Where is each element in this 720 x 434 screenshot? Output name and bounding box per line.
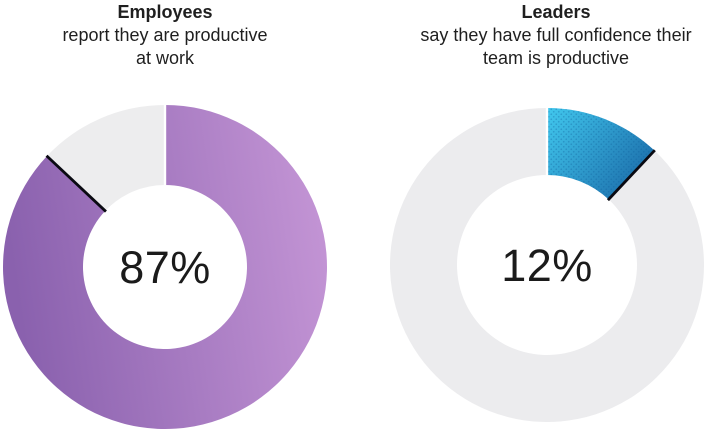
employees-chart-title: Employees report they are productive at … <box>5 1 325 70</box>
leaders-title: Leaders <box>521 2 591 22</box>
donut-separator-line <box>45 154 107 213</box>
leaders-chart-title: Leaders say they have full confidence th… <box>396 1 716 70</box>
donut-value-dots <box>547 108 655 200</box>
donut-value-arc <box>2 105 327 429</box>
leaders-subtitle-line1: say they have full confidence their <box>420 25 692 45</box>
donut-separator-line <box>606 149 656 202</box>
employees-subtitle-line1: report they are productive <box>62 25 268 45</box>
employees-title: Employees <box>117 2 213 22</box>
employees-donut-chart <box>2 105 327 429</box>
leaders-donut-chart <box>389 108 704 422</box>
leaders-subtitle-line2: team is productive <box>482 48 630 68</box>
donut-remainder-arc <box>46 105 165 211</box>
employees-percentage-label: 87% <box>119 242 211 293</box>
donut-remainder-arc <box>389 108 704 422</box>
leaders-percentage-label: 12% <box>501 240 593 291</box>
employees-subtitle-line2: at work <box>135 48 195 68</box>
